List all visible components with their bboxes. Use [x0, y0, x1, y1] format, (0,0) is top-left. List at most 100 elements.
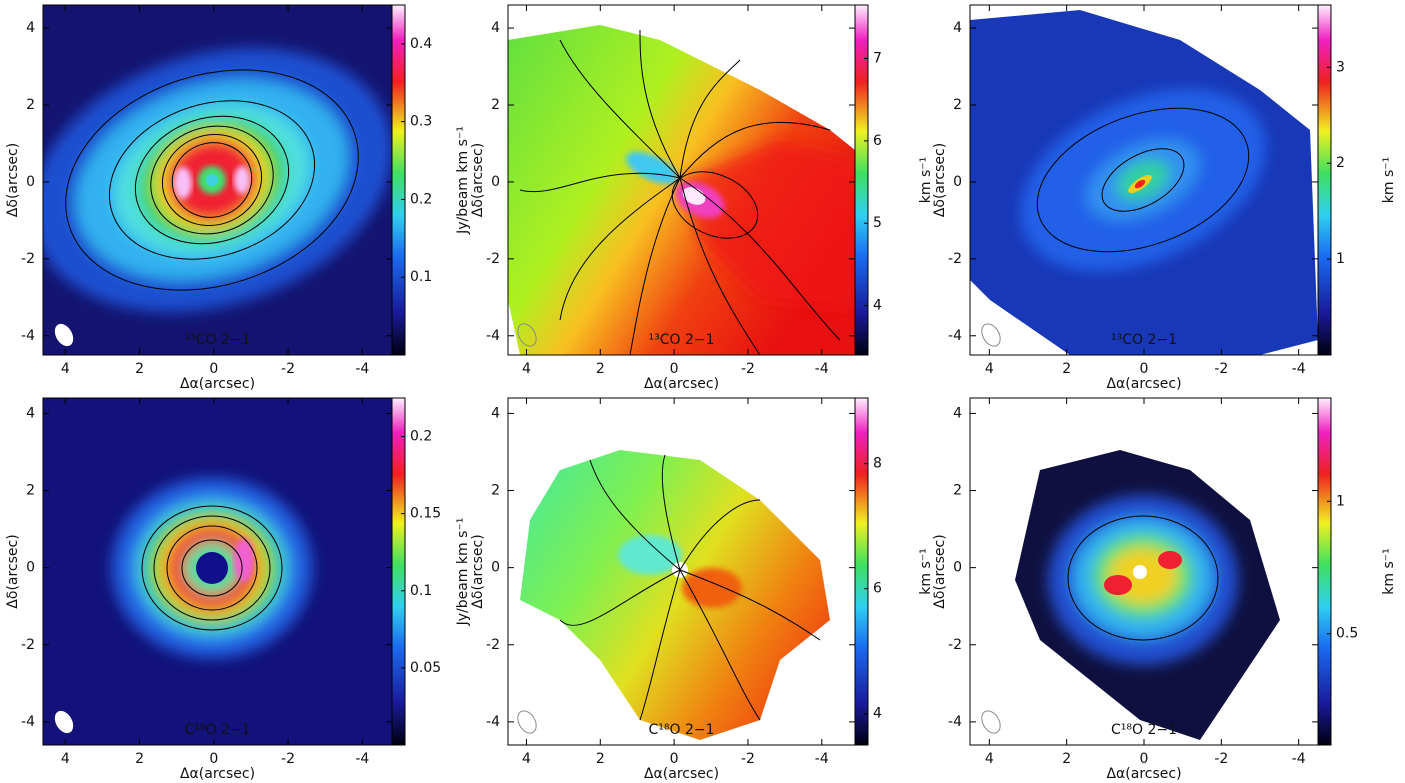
- y-tick-label: 0: [953, 560, 962, 576]
- y-axis-label: Δδ(arcsec): [470, 534, 486, 608]
- x-tick-label: 4: [61, 751, 70, 767]
- colorbar-label: km s⁻¹: [1381, 157, 1397, 204]
- x-tick-label: -2: [281, 361, 295, 377]
- colorbar-tick-label: 8: [873, 456, 882, 472]
- y-tick-label: -2: [21, 637, 35, 653]
- x-axis-label: Δα(arcsec): [644, 376, 719, 392]
- x-tick-label: -2: [1214, 361, 1228, 377]
- y-tick-label: 2: [953, 483, 962, 499]
- y-tick-label: 0: [26, 174, 35, 190]
- y-tick-label: 2: [26, 97, 35, 113]
- y-tick-label: -2: [948, 251, 962, 267]
- x-tick-label: 0: [1140, 361, 1149, 377]
- y-tick-label: -2: [486, 251, 500, 267]
- colorbar-tick-label: 7: [873, 51, 882, 67]
- x-tick-label: -2: [741, 361, 755, 377]
- colorbar-tick-label: 0.1: [410, 269, 432, 285]
- x-tick-label: 2: [596, 361, 605, 377]
- map-annotation: C¹⁸O 2−1: [1111, 722, 1177, 738]
- x-tick-label: -2: [281, 751, 295, 767]
- colorbar-label: km s⁻¹: [1381, 548, 1397, 595]
- x-tick-label: 0: [209, 361, 218, 377]
- x-tick-label: 4: [61, 361, 70, 377]
- x-tick-label: -4: [1292, 751, 1306, 767]
- map-annotation: ¹³CO 2−1: [648, 332, 714, 348]
- colorbar-tick-label: 0.3: [410, 114, 432, 130]
- colorbar-tick-label: 0.15: [410, 506, 441, 522]
- y-tick-label: -4: [486, 714, 500, 730]
- y-tick-label: -4: [21, 714, 35, 730]
- y-tick-label: -4: [486, 328, 500, 344]
- x-tick-label: -4: [815, 361, 829, 377]
- x-tick-label: 4: [985, 361, 994, 377]
- y-tick-label: 4: [26, 405, 35, 421]
- x-tick-label: 4: [522, 361, 531, 377]
- colorbar-label: km s⁻¹: [918, 548, 934, 595]
- y-tick-label: -4: [948, 328, 962, 344]
- colorbar-tick-label: 0.2: [410, 191, 432, 207]
- x-tick-label: -2: [741, 751, 755, 767]
- y-tick-label: 0: [953, 174, 962, 190]
- x-tick-label: -2: [1214, 751, 1228, 767]
- y-tick-label: -2: [948, 637, 962, 653]
- y-axis-label: Δδ(arcsec): [932, 143, 948, 217]
- y-tick-label: 2: [491, 483, 500, 499]
- colorbar-tick-label: 4: [873, 706, 882, 722]
- colorbar-tick-label: 3: [1336, 59, 1345, 75]
- colorbar: [391, 397, 406, 746]
- y-tick-label: 2: [491, 97, 500, 113]
- colorbar-tick-label: 1: [1336, 251, 1345, 267]
- y-axis-label: Δδ(arcsec): [5, 534, 21, 608]
- y-tick-label: 4: [953, 405, 962, 421]
- y-tick-label: 4: [491, 405, 500, 421]
- x-tick-label: 0: [670, 361, 679, 377]
- y-tick-label: 0: [491, 560, 500, 576]
- colorbar-tick-label: 4: [873, 298, 882, 314]
- colorbar: [854, 4, 869, 356]
- y-axis-label: Δδ(arcsec): [932, 534, 948, 608]
- x-tick-label: -4: [355, 751, 369, 767]
- x-tick-label: 2: [1062, 751, 1071, 767]
- y-tick-label: 0: [491, 174, 500, 190]
- y-tick-label: -2: [21, 251, 35, 267]
- x-tick-label: 0: [209, 751, 218, 767]
- x-tick-label: 2: [135, 361, 144, 377]
- y-tick-label: -4: [948, 714, 962, 730]
- x-tick-label: 0: [670, 751, 679, 767]
- colorbar-label: Jy/beam km s⁻¹: [455, 126, 471, 235]
- map-art: [43, 5, 1318, 745]
- x-tick-label: 4: [985, 751, 994, 767]
- x-tick-label: 0: [1140, 751, 1149, 767]
- x-tick-label: 4: [522, 751, 531, 767]
- y-tick-label: -4: [21, 328, 35, 344]
- colorbar: [391, 4, 406, 356]
- colorbar-tick-label: 6: [873, 133, 882, 149]
- y-tick-label: 2: [953, 97, 962, 113]
- y-tick-label: 4: [953, 20, 962, 36]
- x-axis-label: Δα(arcsec): [644, 766, 719, 782]
- x-axis-label: Δα(arcsec): [180, 766, 255, 782]
- colorbar: [1317, 397, 1332, 746]
- colorbar-tick-label: 2: [1336, 155, 1345, 171]
- y-tick-label: 0: [26, 560, 35, 576]
- map-annotation: C¹⁸O 2−1: [648, 722, 714, 738]
- y-tick-label: -2: [486, 637, 500, 653]
- colorbar-tick-label: 0.5: [1336, 626, 1358, 642]
- x-tick-label: -4: [1292, 361, 1306, 377]
- x-tick-label: 2: [1062, 361, 1071, 377]
- map-annotation: ¹³CO 2−1: [184, 332, 250, 348]
- colorbar-tick-label: 6: [873, 581, 882, 597]
- y-axis-label: Δδ(arcsec): [470, 143, 486, 217]
- colorbar-tick-label: 0.4: [410, 36, 432, 52]
- y-tick-label: 4: [491, 20, 500, 36]
- x-tick-label: -4: [355, 361, 369, 377]
- colorbar-tick-label: 0.2: [410, 429, 432, 445]
- y-tick-label: 4: [26, 20, 35, 36]
- x-tick-label: 2: [135, 751, 144, 767]
- colorbar: [1317, 4, 1332, 356]
- colorbar-tick-label: 1: [1336, 493, 1345, 509]
- colorbar-tick-label: 0.1: [410, 583, 432, 599]
- x-tick-label: -4: [815, 751, 829, 767]
- y-axis-label: Δδ(arcsec): [5, 143, 21, 217]
